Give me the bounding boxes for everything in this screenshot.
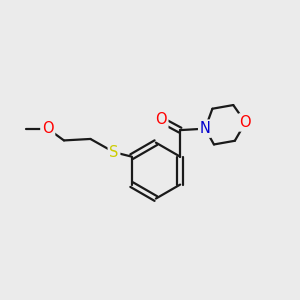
Text: N: N <box>200 121 211 136</box>
Text: O: O <box>155 112 167 127</box>
Text: S: S <box>109 145 119 160</box>
Text: O: O <box>240 115 251 130</box>
Text: O: O <box>42 121 54 136</box>
